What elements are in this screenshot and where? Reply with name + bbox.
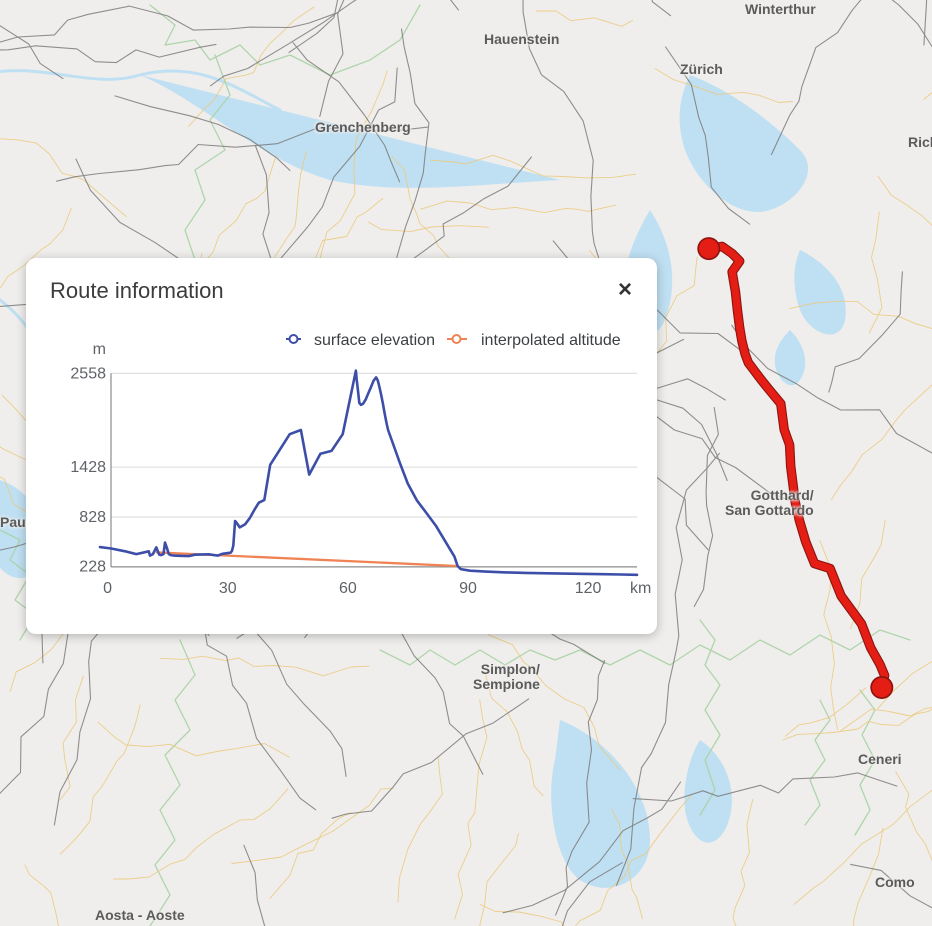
svg-text:m: m <box>93 341 106 358</box>
svg-text:828: 828 <box>79 509 106 526</box>
svg-text:60: 60 <box>339 580 357 597</box>
svg-text:2558: 2558 <box>70 366 106 383</box>
svg-text:30: 30 <box>219 580 237 597</box>
svg-text:km: km <box>630 580 651 597</box>
svg-text:90: 90 <box>459 580 477 597</box>
svg-text:228: 228 <box>79 559 106 576</box>
svg-text:1428: 1428 <box>70 459 106 476</box>
svg-text:interpolated altitude: interpolated altitude <box>481 332 621 349</box>
svg-text:surface elevation: surface elevation <box>314 332 435 349</box>
svg-text:120: 120 <box>575 580 602 597</box>
svg-text:0: 0 <box>103 580 112 597</box>
